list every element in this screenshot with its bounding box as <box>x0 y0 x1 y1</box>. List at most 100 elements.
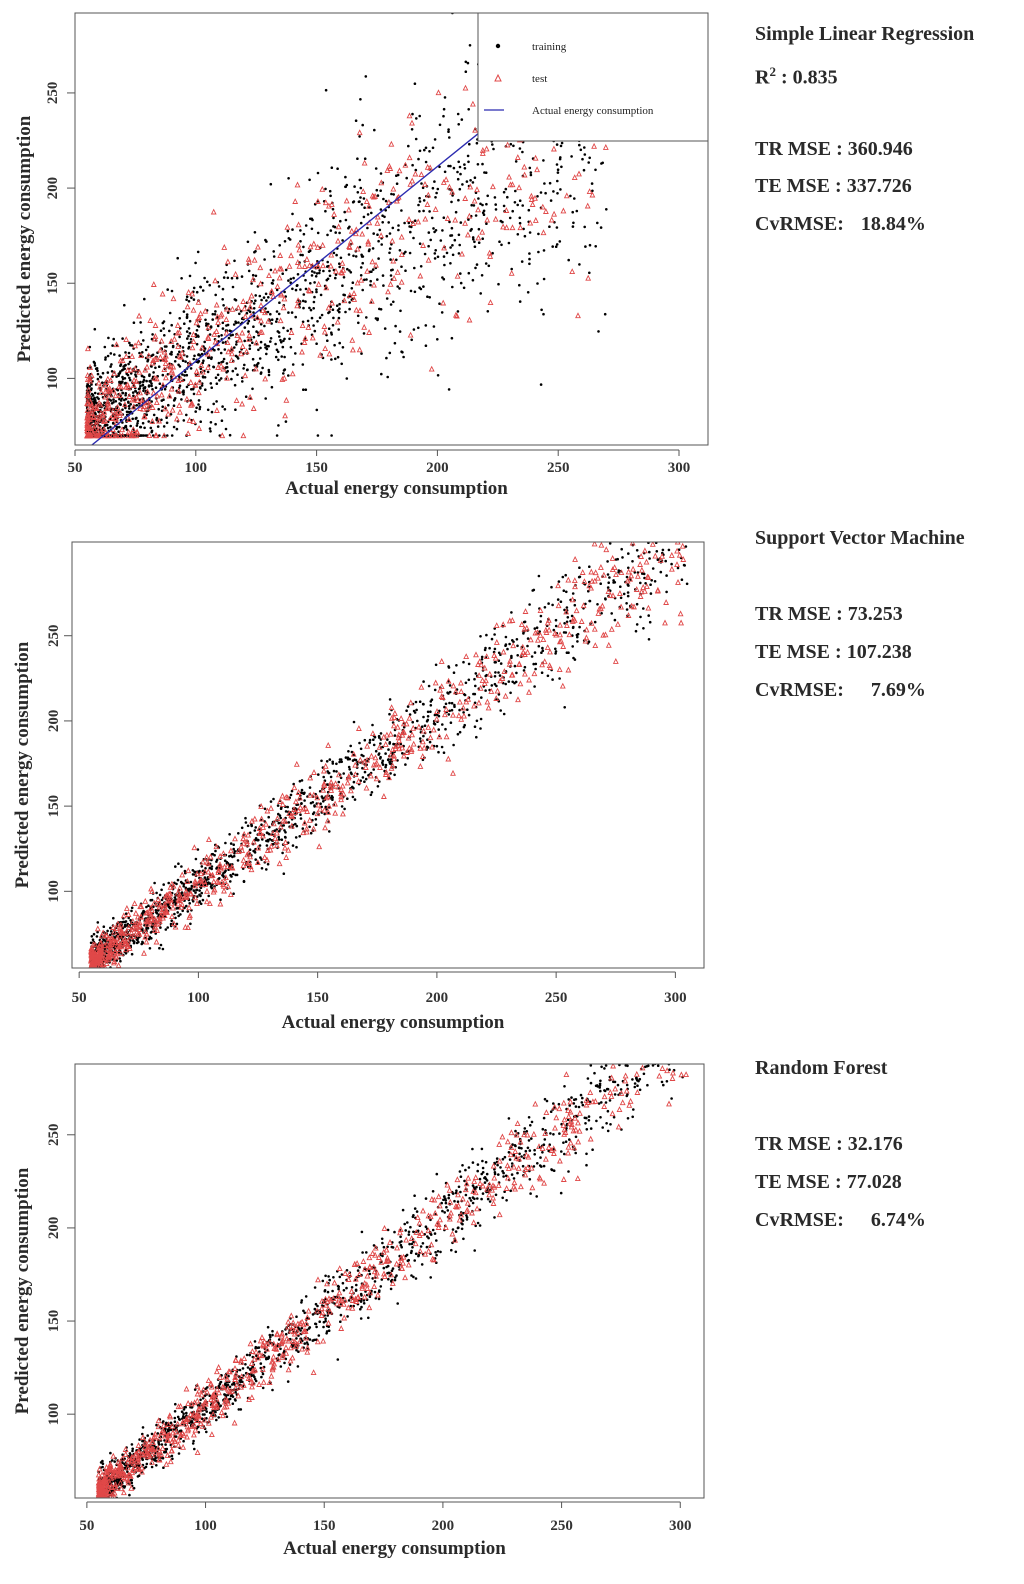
test-point <box>406 714 413 721</box>
training-point <box>92 969 95 972</box>
training-point <box>182 419 186 422</box>
training-point <box>660 537 663 540</box>
training-point <box>372 768 376 771</box>
training-point <box>450 708 454 712</box>
training-point <box>154 386 158 390</box>
test-point <box>378 179 385 186</box>
training-point <box>137 387 141 391</box>
training-point <box>374 749 378 753</box>
training-point <box>456 170 459 174</box>
test-point <box>279 375 286 382</box>
training-point <box>252 335 256 339</box>
test-point <box>87 363 94 370</box>
training-point <box>404 269 407 273</box>
training-point <box>429 700 433 703</box>
training-point <box>528 262 531 266</box>
training-point <box>119 364 122 368</box>
test-point <box>338 793 345 800</box>
training-point <box>181 359 185 363</box>
test-point <box>149 359 156 366</box>
test-point <box>560 643 567 649</box>
training-point <box>395 182 399 185</box>
test-point <box>339 810 346 817</box>
test-point <box>242 313 249 320</box>
training-point <box>99 978 102 981</box>
training-point <box>159 926 162 929</box>
test-point <box>428 365 435 372</box>
training-point <box>259 856 262 859</box>
training-point <box>542 277 546 281</box>
test-point <box>112 432 119 439</box>
training-point <box>330 166 334 169</box>
training-point <box>523 234 527 238</box>
training-point <box>160 409 164 413</box>
test-point <box>572 583 578 590</box>
training-point <box>466 708 469 711</box>
training-point <box>224 427 228 431</box>
x-tick-label: 200 <box>426 460 449 476</box>
test-point <box>335 771 342 778</box>
training-point <box>523 620 527 624</box>
training-point <box>331 798 334 801</box>
test-point <box>305 286 312 293</box>
training-point <box>151 333 154 336</box>
test-point <box>194 371 201 377</box>
test-point <box>88 431 95 438</box>
training-point <box>552 628 556 632</box>
training-point <box>200 891 203 895</box>
training-point <box>455 664 458 667</box>
test-point <box>92 975 96 979</box>
test-point <box>345 206 352 213</box>
training-point <box>91 981 94 984</box>
training-point <box>223 348 227 351</box>
training-point <box>341 346 345 349</box>
test-point <box>475 206 482 213</box>
test-point <box>189 290 196 297</box>
test-point <box>391 274 398 281</box>
training-point <box>165 416 168 420</box>
training-point <box>502 204 506 208</box>
test-point <box>294 259 301 265</box>
test-point <box>179 871 186 878</box>
training-point <box>384 752 387 755</box>
training-point <box>256 838 260 842</box>
training-point <box>269 337 273 340</box>
test-point <box>502 692 509 699</box>
test-point <box>569 268 576 275</box>
test-point <box>301 819 308 826</box>
test-point <box>276 265 283 272</box>
training-point <box>168 311 172 315</box>
training-point <box>486 310 490 313</box>
test-point <box>443 706 450 712</box>
training-point <box>265 299 268 302</box>
training-point <box>507 680 511 683</box>
training-point <box>234 367 237 370</box>
training-point <box>338 341 342 345</box>
training-point <box>642 627 645 630</box>
training-point <box>433 257 437 260</box>
training-point <box>413 290 417 294</box>
training-point <box>424 146 428 150</box>
training-point <box>208 333 212 336</box>
test-point <box>539 661 546 668</box>
training-point <box>516 233 520 236</box>
training-point <box>190 388 193 391</box>
test-point <box>181 893 188 900</box>
test-point <box>299 322 306 329</box>
test-point <box>518 621 525 628</box>
test-point <box>405 734 412 741</box>
training-point <box>354 119 358 122</box>
test-point <box>228 345 235 352</box>
training-point <box>493 633 496 636</box>
test-point <box>662 619 668 626</box>
test-point <box>239 400 246 407</box>
training-point <box>168 329 171 333</box>
test-point <box>483 145 490 152</box>
test-point <box>349 336 356 343</box>
test-point <box>348 227 355 234</box>
test-point <box>134 913 141 920</box>
test-point <box>438 693 445 699</box>
training-point <box>159 329 163 333</box>
training-point <box>231 369 235 373</box>
test-point <box>668 565 675 572</box>
